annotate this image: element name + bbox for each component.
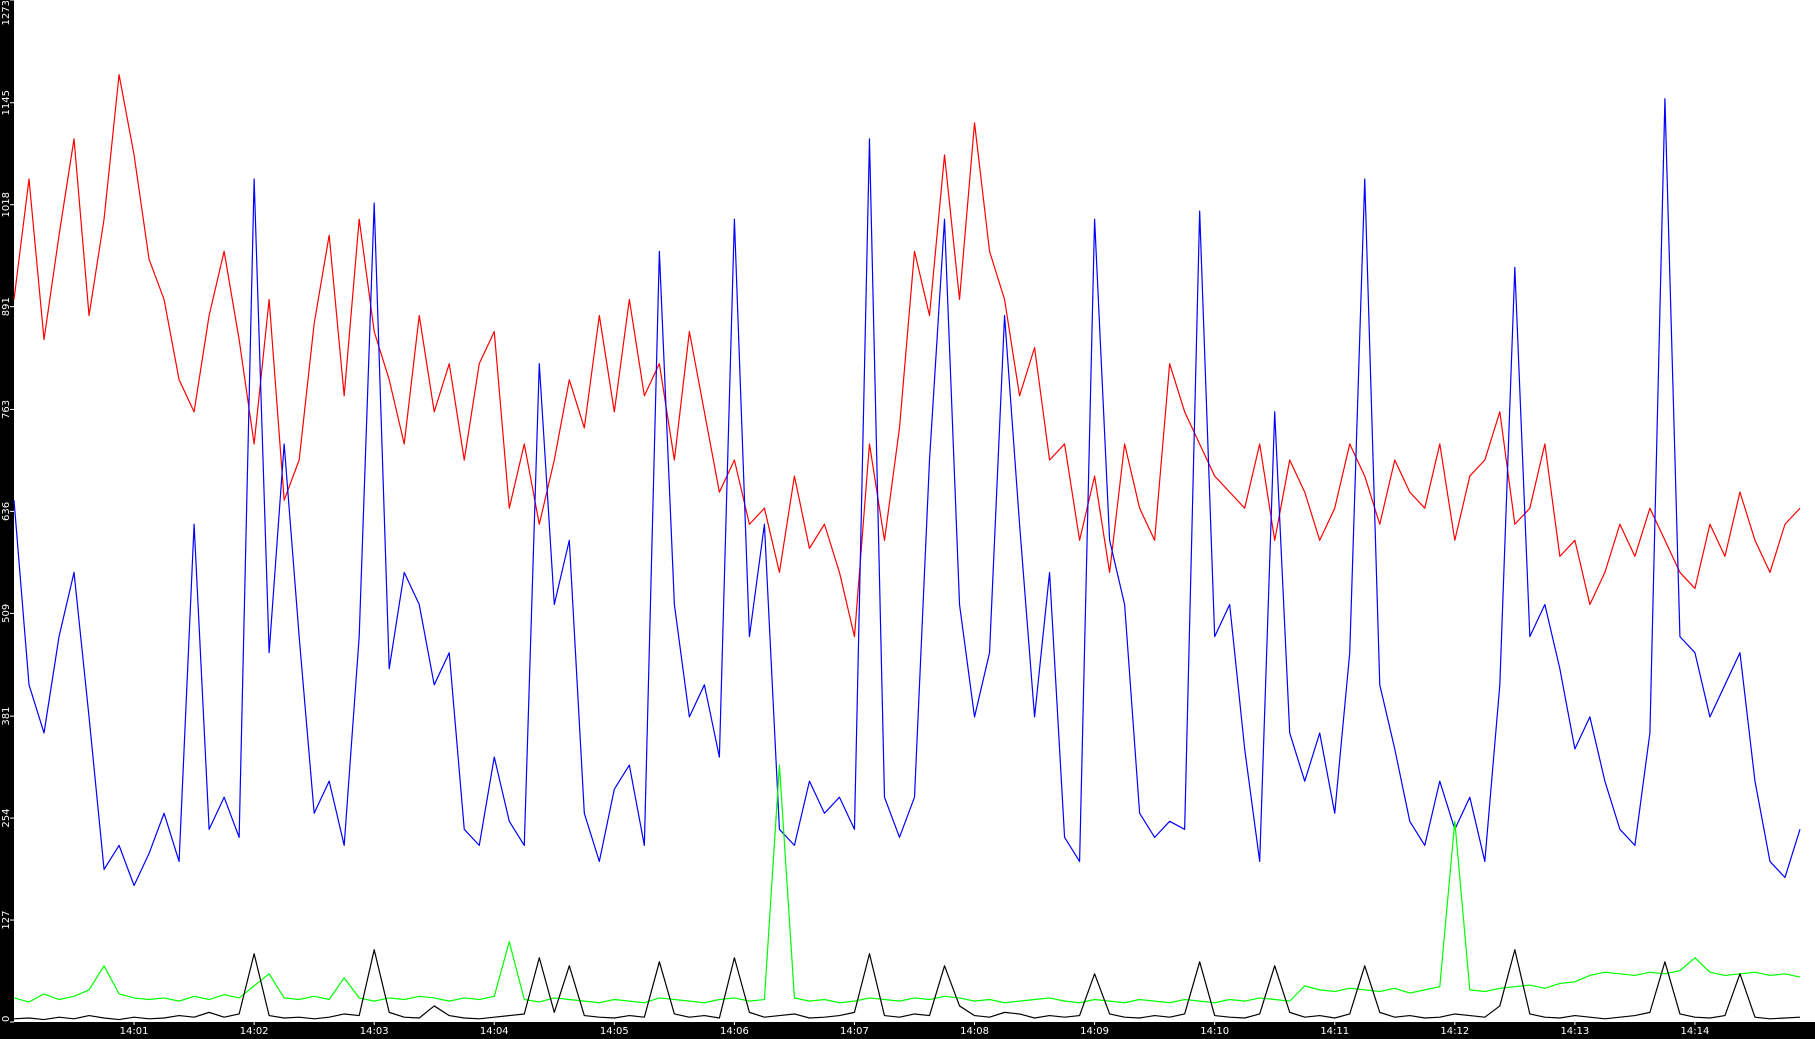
y-tick-label: 254 <box>1 809 12 828</box>
x-tick-label: 14:07 <box>840 1026 869 1037</box>
series-line <box>13 98 1801 887</box>
y-tick-label: 1273 <box>1 0 12 25</box>
x-tick-label: 14:08 <box>960 1026 989 1037</box>
y-tick-label: 891 <box>1 297 12 316</box>
y-tick-label: 763 <box>1 400 12 419</box>
y-tick-label: 127 <box>1 910 12 929</box>
x-tick-label: 14:10 <box>1200 1026 1229 1037</box>
y-tick-label: 636 <box>1 502 12 521</box>
x-tick-label: 14:11 <box>1320 1026 1349 1037</box>
x-tick-label: 14:13 <box>1560 1026 1589 1037</box>
x-tick-label: 14:02 <box>240 1026 269 1037</box>
y-tick-label: 1145 <box>1 90 12 115</box>
y-tick-label: 1018 <box>1 192 12 217</box>
x-tick-label: 14:06 <box>720 1026 749 1037</box>
x-tick-label: 14:01 <box>120 1026 149 1037</box>
plot-area <box>14 0 1815 1022</box>
series-line <box>13 764 1801 1004</box>
y-tick-label: 0 <box>1 1016 12 1022</box>
x-tick-label: 14:05 <box>600 1026 629 1037</box>
x-tick-label: 14:03 <box>360 1026 389 1037</box>
y-tick-label: 381 <box>1 707 12 726</box>
series-line <box>13 949 1801 1021</box>
x-tick-label: 14:12 <box>1440 1026 1469 1037</box>
x-tick-label: 14:04 <box>480 1026 509 1037</box>
series-line <box>13 74 1801 638</box>
y-tick-label: 509 <box>1 604 12 623</box>
x-tick-label: 14:14 <box>1681 1026 1710 1037</box>
x-tick-label: 14:09 <box>1080 1026 1109 1037</box>
